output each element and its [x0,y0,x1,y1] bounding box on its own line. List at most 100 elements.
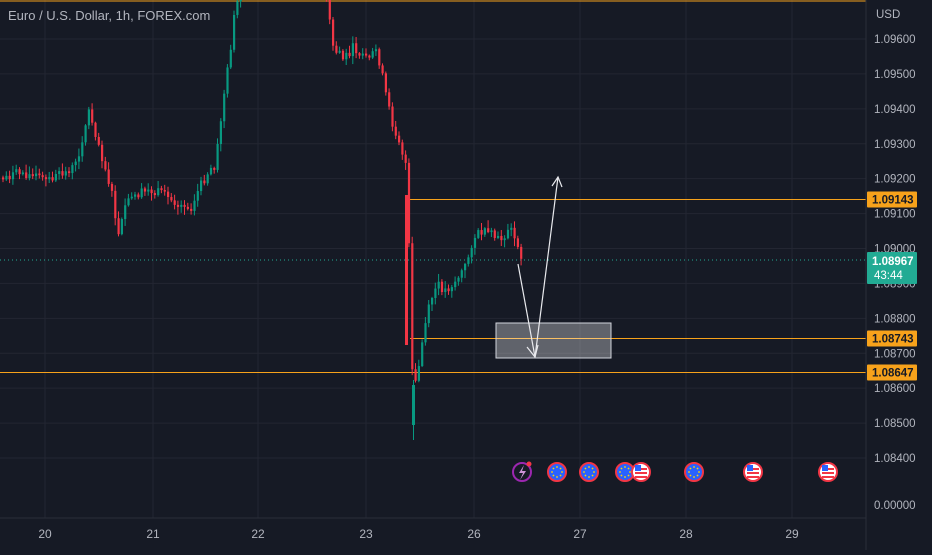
candle-body [444,288,447,293]
candle-body [361,53,364,56]
us-flag-icon[interactable] [743,462,763,482]
flag-canton [747,465,753,471]
price-levels [0,0,867,373]
y-tick-label: 1.09500 [874,69,916,81]
candle-body [404,154,407,163]
candle-body [229,49,232,68]
eu-flag-icon[interactable] [547,462,567,482]
candle-body [213,167,216,170]
eu-star [588,476,590,478]
candle-body [51,177,54,181]
candle-body [35,173,38,177]
projection-arrow-up[interactable] [534,176,559,358]
price-level-label: 1.08743 [872,334,914,346]
candle-body [147,189,150,192]
eu-star [593,471,595,473]
us-flag-icon[interactable] [818,462,838,482]
event-icon-circle [684,462,704,482]
target-zone-rectangle[interactable] [495,322,612,359]
candle-body [239,0,242,2]
candle-body [101,144,104,162]
candle-body [335,45,338,53]
eu-star [552,474,555,477]
candle-body [332,19,335,46]
economic-events[interactable] [512,461,838,482]
candle-body [388,92,391,107]
current-price-label: 1.08967 [872,256,914,268]
candle-body [81,142,84,157]
candle-body [412,385,415,425]
flag-stripe [635,476,647,478]
event-icon-circle [579,462,599,482]
candle-body [163,190,166,192]
candle-body [134,194,137,197]
candle-body [345,52,348,60]
eu-star [693,476,695,478]
candle-body [460,270,463,278]
candle-body [424,323,427,343]
eu-star [696,467,699,470]
eu-flag-icon[interactable] [579,462,599,482]
candle-body [54,173,57,181]
candle-body [368,55,371,58]
candle-body [381,65,384,74]
candle-body [153,193,156,196]
candle-body [71,165,74,174]
lightning-shape [519,465,526,480]
candle-body [74,161,77,166]
x-tick-label: 23 [359,527,373,541]
candle-body [226,67,229,94]
candle-body [223,93,226,122]
candle-body [28,174,31,179]
candle-body [394,126,397,136]
drawings[interactable] [495,175,612,359]
candle-body [48,177,51,180]
eu-star [584,474,587,477]
candle-body [11,172,15,180]
us-flag-icon[interactable] [631,462,651,482]
flag-stripe [747,472,759,474]
candles [2,0,523,440]
x-tick-label: 27 [573,527,587,541]
y-tick-label: 1.09200 [874,174,916,186]
eu-star [689,467,692,470]
eu-star [556,466,558,468]
candle-body [355,43,358,54]
eu-star [627,474,630,477]
candle-body [378,49,381,66]
eu-star [588,466,590,468]
candle-body [457,277,460,282]
eu-star [559,474,562,477]
candle-body [176,204,180,207]
lightning-icon[interactable] [512,461,532,482]
candle-body [219,121,222,144]
candle-body [190,208,193,211]
candle-body [328,0,331,20]
candle-body [110,183,114,191]
flag-canton [635,465,641,471]
eu-star [693,466,695,468]
price-level-tag [867,330,917,347]
eu-star [624,476,626,478]
candle-body [114,190,117,219]
eu-star [559,467,562,470]
candle-body [87,109,90,126]
y-tick-label: 1.09400 [874,104,916,116]
candle-body [480,230,483,235]
candle-body [371,51,374,58]
candle-body [467,257,470,264]
candle-body [405,195,408,345]
y-tick-label: 1.08700 [874,348,916,360]
candle-body [374,49,378,52]
candle-body [216,143,219,170]
candle-body [61,171,64,176]
candle-body [94,122,97,137]
candle-body [97,136,100,145]
candle-body [470,247,473,258]
candle-body [25,172,28,179]
eu-flag-icon[interactable] [684,462,704,482]
candle-body [2,177,5,180]
projection-arrow-down[interactable] [517,263,536,358]
